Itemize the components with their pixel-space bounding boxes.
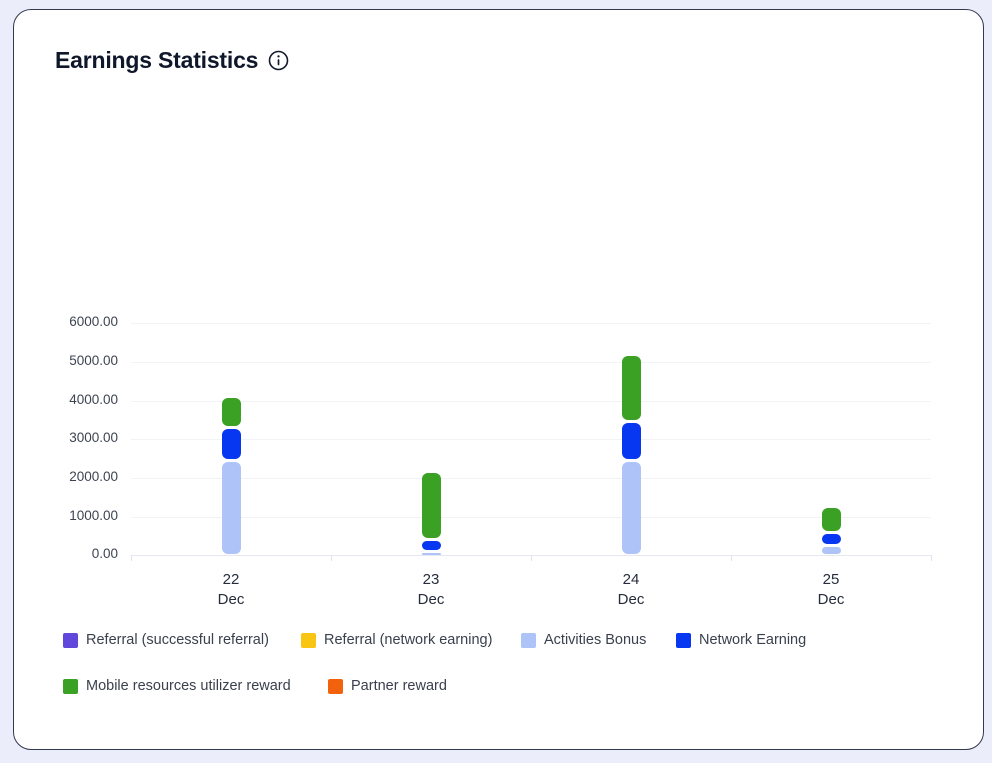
legend-item-referral-successful-referral[interactable]: Referral (successful referral)	[63, 632, 269, 648]
earnings-statistics-card: Earnings Statistics	[13, 9, 984, 750]
legend-swatch	[301, 632, 316, 648]
legend-swatch	[63, 678, 78, 694]
info-circle-icon[interactable]	[268, 50, 289, 71]
card-header: Earnings Statistics	[55, 47, 289, 74]
legend-label: Referral (successful referral)	[86, 632, 269, 648]
bar-segment[interactable]	[421, 541, 441, 550]
legend-item-partner-reward[interactable]: Partner reward	[328, 678, 447, 694]
legend-label: Referral (network earning)	[324, 632, 493, 648]
bar-segment[interactable]	[421, 473, 441, 539]
legend-item-network-earning[interactable]: Network Earning	[676, 632, 806, 648]
bar-segment[interactable]	[221, 428, 241, 459]
bar-segment[interactable]	[621, 356, 641, 421]
legend-swatch	[328, 678, 343, 694]
page-title: Earnings Statistics	[55, 47, 259, 73]
bar-segment[interactable]	[221, 461, 241, 554]
legend-label: Network Earning	[699, 632, 807, 648]
legend-item-activities-bonus[interactable]: Activities Bonus	[521, 632, 646, 648]
legend-swatch	[676, 632, 691, 648]
bar-segment[interactable]	[821, 546, 841, 554]
bar-segment[interactable]	[821, 508, 841, 532]
legend-label: Activities Bonus	[544, 632, 647, 648]
bar-segment[interactable]	[221, 398, 241, 427]
legend-swatch	[63, 632, 78, 648]
legend-item-mobile-resources-utilizer-reward[interactable]: Mobile resources utilizer reward	[63, 678, 291, 694]
legend-label: Mobile resources utilizer reward	[86, 678, 291, 694]
bar-segment[interactable]	[621, 461, 641, 554]
legend-label: Partner reward	[351, 678, 447, 694]
bar-segment[interactable]	[421, 552, 441, 556]
bar-segment[interactable]	[621, 423, 641, 459]
legend-item-referral-network-earning[interactable]: Referral (network earning)	[301, 632, 492, 648]
bar-segment[interactable]	[821, 534, 841, 545]
legend-swatch	[521, 632, 536, 648]
